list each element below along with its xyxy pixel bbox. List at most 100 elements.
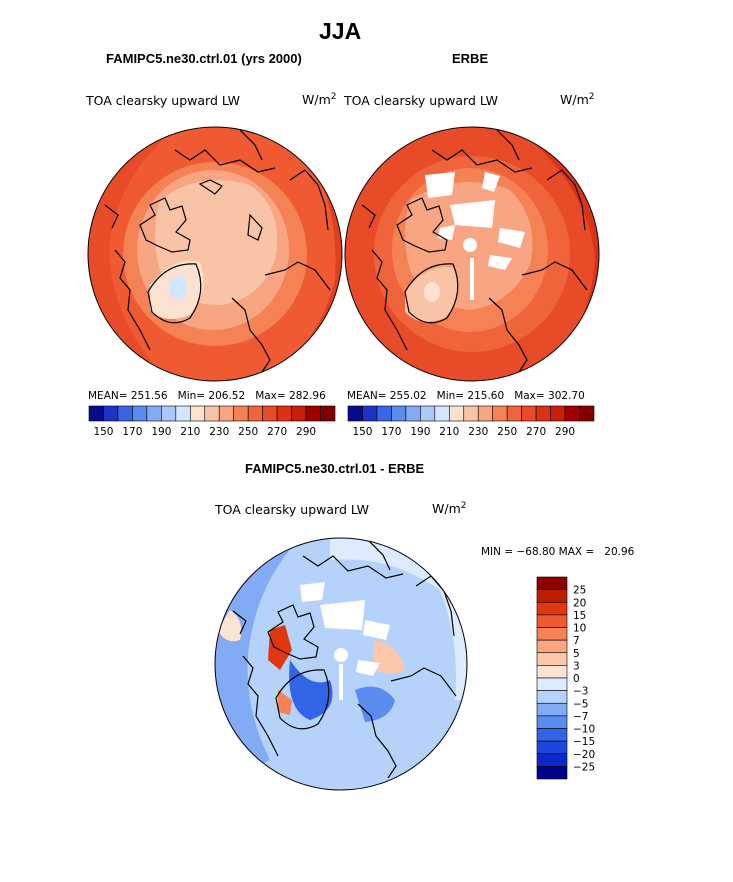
panel-obs-title: ERBE xyxy=(452,51,489,66)
colorbar-swatch xyxy=(320,405,336,422)
mean-value: 251.56 xyxy=(130,390,168,402)
colorbar-tick-label: 5 xyxy=(573,648,580,660)
colorbar-tick-label: −25 xyxy=(573,761,595,773)
colorbar-tick-label: 190 xyxy=(410,426,430,438)
colorbar-swatch xyxy=(521,405,537,422)
colorbar-swatch xyxy=(103,405,119,422)
colorbar-swatch xyxy=(536,639,568,654)
colorbar-tick-label: 190 xyxy=(151,426,171,438)
map-model-border xyxy=(87,126,343,382)
colorbar-tick-label: −7 xyxy=(573,711,588,723)
coastlines-model xyxy=(104,129,331,373)
colorbar-swatch xyxy=(536,690,568,704)
colorbar-tick-label: −3 xyxy=(573,686,588,698)
colorbar-swatch xyxy=(218,405,235,422)
colorbar-swatch xyxy=(405,405,421,422)
colorbar-swatch xyxy=(536,601,568,616)
field-greenland-min xyxy=(169,276,187,300)
colorbar-swatch xyxy=(536,702,568,717)
colorbar-model: 150 170 190 210 230 250 270 290 xyxy=(88,405,336,438)
field-band-eurasia-south xyxy=(270,127,342,381)
colorbar-swatch xyxy=(463,405,479,422)
units-base: W/m xyxy=(302,92,331,108)
colorbar-swatch xyxy=(536,728,568,742)
mean-value: 255.02 xyxy=(389,390,427,402)
field-diff-warm-patch xyxy=(218,610,242,642)
colorbar-tick-label: 230 xyxy=(209,426,229,438)
colorbar-tick-label: 20 xyxy=(573,597,586,609)
max-value: 282.96 xyxy=(289,390,326,402)
panel-obs-units: W/m2 xyxy=(560,92,594,107)
panel-model-units: W/m2 xyxy=(302,92,336,107)
coastlines-diff xyxy=(232,539,457,779)
colorbar-swatch xyxy=(146,405,162,422)
colorbar-swatch xyxy=(88,405,104,422)
colorbar-tick-label: 25 xyxy=(573,585,586,597)
colorbar-obs: 150 170 190 210 230 250 270 290 xyxy=(347,405,595,438)
colorbar-swatch xyxy=(204,405,220,422)
colorbar-swatch xyxy=(276,405,292,422)
map-diff xyxy=(215,538,467,790)
min-label: Min= xyxy=(177,390,206,402)
panel-model-variable: TOA clearsky upward LW xyxy=(86,93,241,108)
colorbar-tick-label: 290 xyxy=(555,426,575,438)
units-base: W/m xyxy=(560,92,589,108)
field-diff-greenland-neg xyxy=(289,660,333,720)
colorbar-swatch xyxy=(233,405,249,422)
panel-model-stats: MEAN= 251.56 Min= 206.52 Max= 282.96 xyxy=(88,390,326,402)
colorbar-swatch xyxy=(247,405,263,422)
colorbar-swatch xyxy=(420,405,436,422)
colorbar-swatch xyxy=(536,627,568,641)
colorbar-tick-label: 15 xyxy=(573,610,586,622)
colorbar-swatch xyxy=(536,740,568,755)
panel-diff-range: MIN = −68.80 MAX = 20.96 xyxy=(481,546,635,558)
min-label: Min= xyxy=(436,390,465,402)
colorbar-swatch xyxy=(362,405,378,422)
colorbar-swatch xyxy=(262,405,278,422)
max-value: 302.70 xyxy=(548,390,585,402)
colorbar-tick-label: 290 xyxy=(296,426,316,438)
colorbar-tick-label: 210 xyxy=(180,426,200,438)
colorbar-swatch xyxy=(536,715,568,729)
colorbar-swatch xyxy=(477,405,494,422)
map-model xyxy=(88,127,342,381)
field-diff-neg-patch xyxy=(355,686,395,722)
colorbar-tick-label: 270 xyxy=(526,426,546,438)
field-diff-pacific xyxy=(215,538,300,790)
colorbar-swatch xyxy=(132,405,148,422)
missing-data-obs xyxy=(425,172,525,300)
colorbar-swatch xyxy=(536,652,568,666)
colorbar-swatch xyxy=(434,405,450,422)
field-greenland-min xyxy=(424,282,440,302)
map-obs xyxy=(345,127,599,381)
map-obs-border xyxy=(344,126,600,382)
panel-obs-variable: TOA clearsky upward LW xyxy=(344,93,499,108)
colorbar-tick-label: −10 xyxy=(573,724,595,736)
colorbar-swatch xyxy=(347,405,363,422)
panel-model-title: FAMIPC5.ne30.ctrl.01 (yrs 2000) xyxy=(106,51,302,66)
colorbar-tick-label: 250 xyxy=(238,426,258,438)
colorbar-swatch xyxy=(564,405,580,422)
colorbar-tick-label: −20 xyxy=(573,749,595,761)
panel-obs-stats: MEAN= 255.02 Min= 215.60 Max= 302.70 xyxy=(347,390,585,402)
mean-label: MEAN= xyxy=(88,390,128,402)
colorbar-swatch xyxy=(161,405,177,422)
colorbar-swatch xyxy=(448,405,465,422)
colorbar-tick-label: −15 xyxy=(573,736,595,748)
mean-label: MEAN= xyxy=(347,390,387,402)
units-exponent: 2 xyxy=(588,92,595,102)
map-diff-border xyxy=(214,537,468,791)
units-base: W/m xyxy=(432,501,461,517)
colorbar-swatch xyxy=(535,405,551,422)
colorbar-tick-label: 0 xyxy=(573,673,580,685)
colorbar-swatch xyxy=(536,766,568,780)
colorbar-swatch xyxy=(117,405,133,422)
colorbar-tick-label: 170 xyxy=(381,426,401,438)
page-title: JJA xyxy=(319,18,362,44)
coastlines-obs xyxy=(361,129,588,373)
min-value: 215.60 xyxy=(467,390,505,402)
colorbar-tick-label: 210 xyxy=(439,426,459,438)
units-exponent: 2 xyxy=(330,92,337,102)
